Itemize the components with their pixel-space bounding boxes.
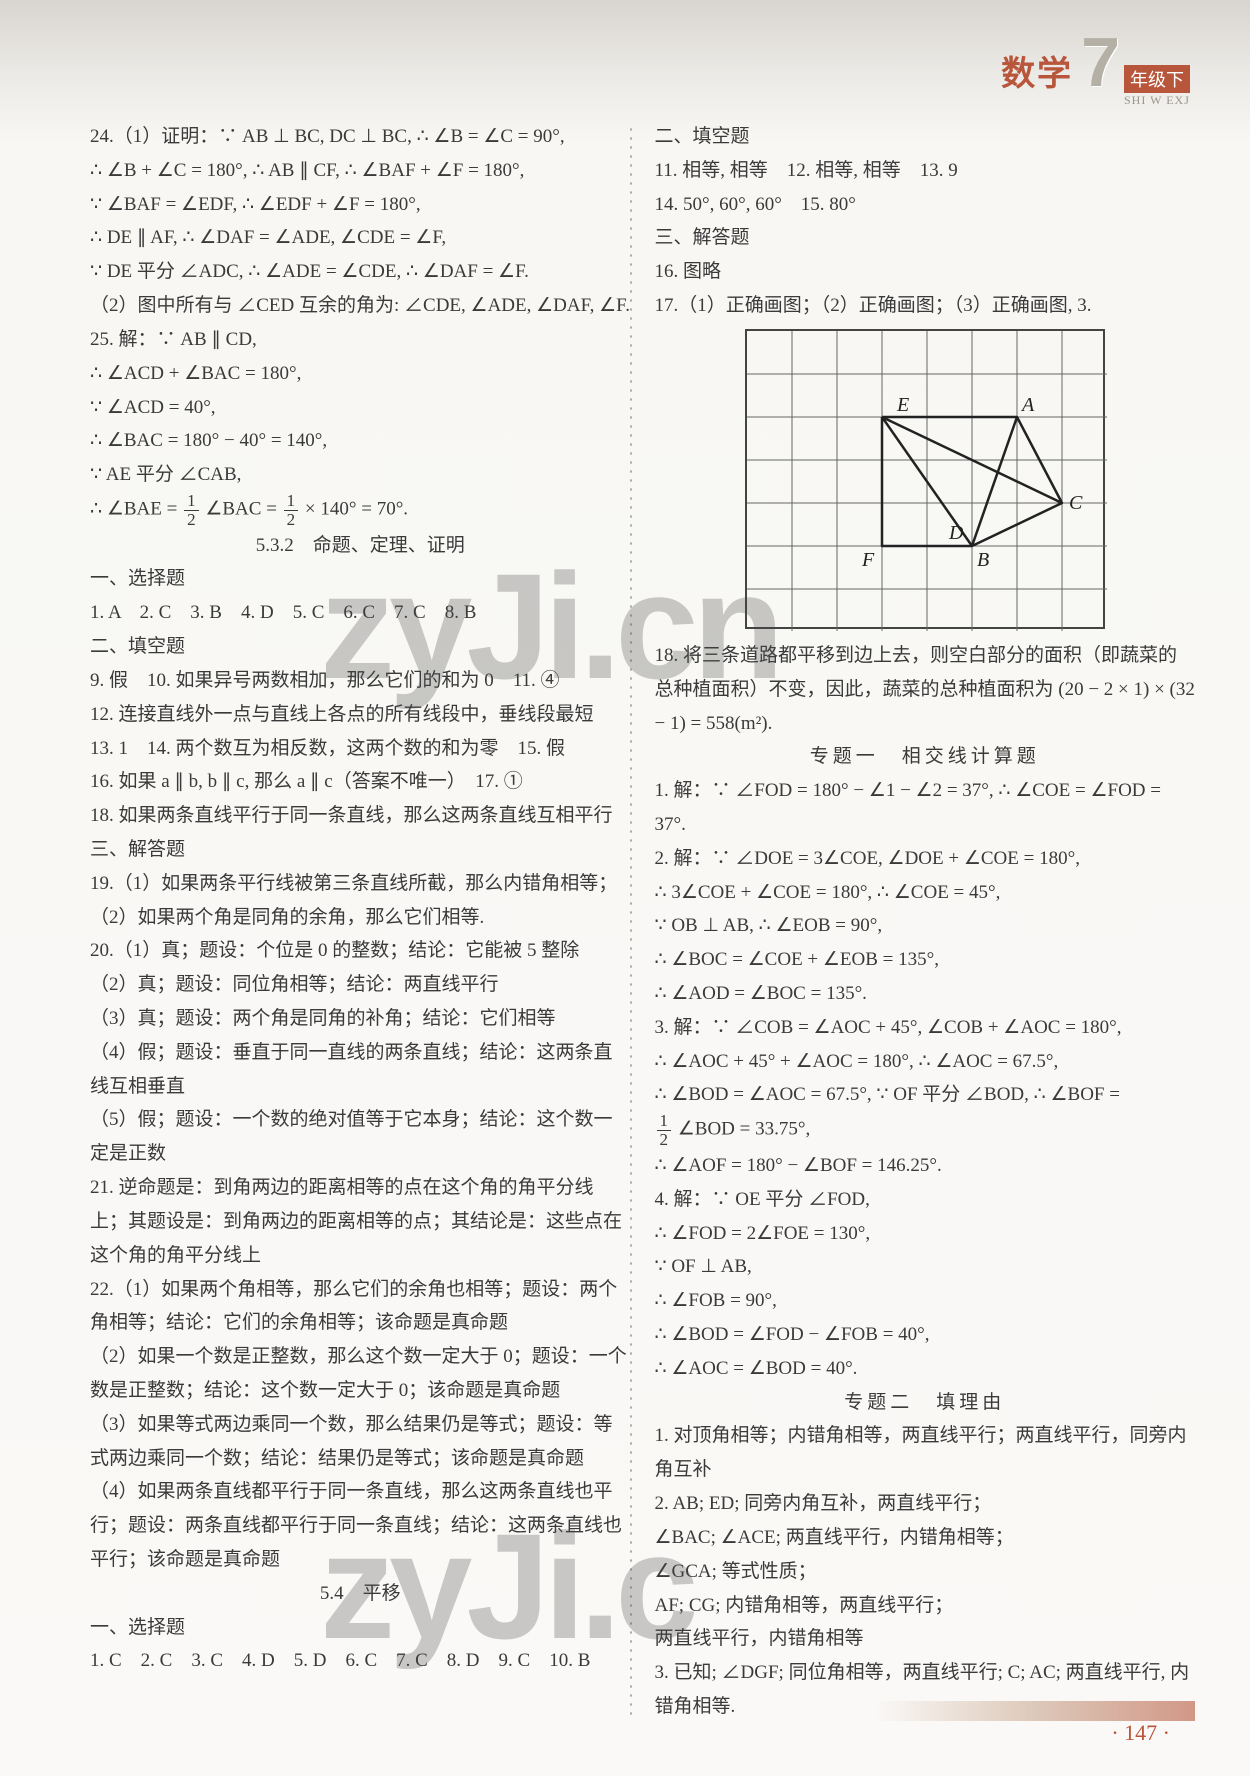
text-line: 3. 解：∵ ∠COB = ∠AOC + 45°, ∠COB + ∠AOC = … [655, 1011, 1196, 1045]
text-line: 1. C 2. C 3. C 4. D 5. D 6. C 7. C 8. D … [90, 1644, 631, 1678]
text-line: （2）真；题设：同位角相等；结论：两直线平行 [90, 968, 631, 1002]
text-line: 两直线平行，内错角相等 [655, 1622, 1196, 1656]
text-line: 24.（1）证明：∵ AB ⊥ BC, DC ⊥ BC, ∴ ∠B = ∠C =… [90, 120, 631, 154]
topic-title: 专题一 相交线计算题 [655, 740, 1196, 774]
text-line: （2）如果一个数是正整数，那么这个数一定大于 0；题设：一个数是正整数；结论：这… [90, 1340, 631, 1408]
topic-title: 专题二 填理由 [655, 1386, 1196, 1420]
label-e: E [896, 394, 909, 416]
text-line: 2. 解：∵ ∠DOE = 3∠COE, ∠DOE + ∠COE = 180°, [655, 842, 1196, 876]
left-column: 24.（1）证明：∵ AB ⊥ BC, DC ⊥ BC, ∴ ∠B = ∠C =… [90, 120, 631, 1726]
text-line: （4）如果两条直线都平行于同一条直线，那么这两条直线也平行；题设：两条直线都平行… [90, 1475, 631, 1576]
text-line: 18. 如果两条直线平行于同一条直线，那么这两条直线互相平行 [90, 799, 631, 833]
label-c: C [1069, 492, 1083, 514]
text-line: 9. 假 10. 如果异号两数相加，那么它们的和为 0 11. ④ [90, 664, 631, 698]
text-line: 二、填空题 [90, 630, 631, 664]
text-line: 22.（1）如果两个角相等，那么它们的余角也相等；题设：两个角相等；结论：它们的… [90, 1273, 631, 1341]
text-line: 11. 相等, 相等 12. 相等, 相等 13. 9 [655, 154, 1196, 188]
header-grade-num: 7 [1081, 33, 1120, 93]
fraction: 12 [284, 492, 299, 529]
label-f: F [861, 549, 875, 571]
text-line: 12 ∠BOD = 33.75°, [655, 1112, 1196, 1149]
text-line: ∴ ∠BOD = ∠FOD − ∠FOB = 40°, [655, 1318, 1196, 1352]
text-line: ∴ ∠B + ∠C = 180°, ∴ AB ∥ CF, ∴ ∠BAF + ∠F… [90, 154, 631, 188]
text-line: ∴ 3∠COE + ∠COE = 180°, ∴ ∠COE = 45°, [655, 876, 1196, 910]
text-line: ∴ ∠BAE = 12 ∠BAC = 12 × 140° = 70°. [90, 492, 631, 529]
footer-decoration [875, 1701, 1195, 1721]
section-title: 5.3.2 命题、定理、证明 [90, 529, 631, 563]
text-line: ∵ ∠BAF = ∠EDF, ∴ ∠EDF + ∠F = 180°, [90, 188, 631, 222]
text-line: ∵ ∠ACD = 40°, [90, 391, 631, 425]
section-title: 5.4 平移 [90, 1577, 631, 1611]
label-d: D [948, 522, 964, 544]
text-line: （3）如果等式两边乘同一个数，那么结果仍是等式；题设：等式两边乘同一个数；结论：… [90, 1408, 631, 1476]
text-line: 1. A 2. C 3. B 4. D 5. C 6. C 7. C 8. B [90, 596, 631, 630]
right-column: 二、填空题 11. 相等, 相等 12. 相等, 相等 13. 9 14. 50… [655, 120, 1196, 1726]
text-line: （4）假；题设：垂直于同一直线的两条直线；结论：这两条直线互相垂直 [90, 1036, 631, 1104]
text-line: （2）图中所有与 ∠CED 互余的角为: ∠CDE, ∠ADE, ∠DAF, ∠… [90, 289, 631, 323]
text-line: 18. 将三条道路都平移到边上去，则空白部分的面积（即蔬菜的总种植面积）不变，因… [655, 639, 1196, 740]
text-line: 1. 解：∵ ∠FOD = 180° − ∠1 − ∠2 = 37°, ∴ ∠C… [655, 774, 1196, 842]
header-badge: 数学 7 年级下 SHI W EXJ [1001, 35, 1190, 105]
text-line: ∵ DE 平分 ∠ADC, ∴ ∠ADE = ∠CDE, ∴ ∠DAF = ∠F… [90, 255, 631, 289]
text-line: ∵ OF ⊥ AB, [655, 1250, 1196, 1284]
text-line: ∴ ∠BOC = ∠COE + ∠EOB = 135°, [655, 943, 1196, 977]
text-line: 20.（1）真；题设：个位是 0 的整数；结论：它能被 5 整除 [90, 934, 631, 968]
text-line: （3）真；题设：两个角是同角的补角；结论：它们相等 [90, 1002, 631, 1036]
text-line: ∴ ∠BAC = 180° − 40° = 140°, [90, 424, 631, 458]
text-line: ∴ ∠FOB = 90°, [655, 1284, 1196, 1318]
text-line: AF; CG; 内错角相等，两直线平行； [655, 1589, 1196, 1623]
grid-diagram: E A C D F B [745, 329, 1105, 629]
header-subject: 数学 [1001, 46, 1073, 95]
text-line: ∠BAC; ∠ACE; 两直线平行，内错角相等； [655, 1521, 1196, 1555]
label-a: A [1020, 394, 1035, 416]
text-line: 1. 对顶角相等；内错角相等，两直线平行；两直线平行，同旁内角互补 [655, 1419, 1196, 1487]
text-line: ∵ AE 平分 ∠CAB, [90, 458, 631, 492]
text-line: 16. 图略 [655, 255, 1196, 289]
text-line: ∴ ∠AOC + 45° + ∠AOC = 180°, ∴ ∠AOC = 67.… [655, 1045, 1196, 1079]
text-line: ∴ ∠AOC = ∠BOD = 40°. [655, 1352, 1196, 1386]
fraction: 12 [657, 1112, 672, 1149]
text-line: （5）假；题设：一个数的绝对值等于它本身；结论：这个数一定是正数 [90, 1103, 631, 1171]
text-line: 4. 解：∵ OE 平分 ∠FOD, [655, 1183, 1196, 1217]
text-line: 14. 50°, 60°, 60° 15. 80° [655, 188, 1196, 222]
text-line: 一、选择题 [90, 562, 631, 596]
text-line: （2）如果两个角是同角的余角，那么它们相等. [90, 901, 631, 935]
header-subtitle: SHI W EXJ [1124, 93, 1190, 108]
text-line: 2. AB; ED; 同旁内角互补，两直线平行； [655, 1487, 1196, 1521]
text-line: 一、选择题 [90, 1611, 631, 1645]
text-line: 三、解答题 [90, 833, 631, 867]
label-b: B [977, 549, 989, 571]
fraction: 12 [184, 492, 199, 529]
text-line: ∴ ∠AOD = ∠BOC = 135°. [655, 977, 1196, 1011]
text-line: 17.（1）正确画图；（2）正确画图；（3）正确画图, 3. [655, 289, 1196, 323]
text-line: 21. 逆命题是：到角两边的距离相等的点在这个角的角平分线上；其题设是：到角两边… [90, 1171, 631, 1272]
text-line: 19.（1）如果两条平行线被第三条直线所截，那么内错角相等； [90, 867, 631, 901]
text-line: 25. 解：∵ AB ∥ CD, [90, 323, 631, 357]
text-line: ∵ OB ⊥ AB, ∴ ∠EOB = 90°, [655, 909, 1196, 943]
text-line: ∠GCA; 等式性质； [655, 1555, 1196, 1589]
text-line: 16. 如果 a ∥ b, b ∥ c, 那么 a ∥ c（答案不唯一） 17.… [90, 765, 631, 799]
text-line: ∴ ∠AOF = 180° − ∠BOF = 146.25°. [655, 1149, 1196, 1183]
text-line: 13. 1 14. 两个数互为相反数，这两个数的和为零 15. 假 [90, 732, 631, 766]
page-number: · 147 · [1111, 1720, 1170, 1746]
text-line: 三、解答题 [655, 221, 1196, 255]
text-line: ∴ ∠ACD + ∠BAC = 180°, [90, 357, 631, 391]
text-line: 二、填空题 [655, 120, 1196, 154]
header-grade-text: 年级下 [1124, 65, 1190, 93]
text-line: ∴ DE ∥ AF, ∴ ∠DAF = ∠ADE, ∠CDE = ∠F, [90, 221, 631, 255]
text-line: ∴ ∠BOD = ∠AOC = 67.5°, ∵ OF 平分 ∠BOD, ∴ ∠… [655, 1078, 1196, 1112]
text-line: 12. 连接直线外一点与直线上各点的所有线段中，垂线段最短 [90, 698, 631, 732]
text-line: ∴ ∠FOD = 2∠FOE = 130°, [655, 1217, 1196, 1251]
